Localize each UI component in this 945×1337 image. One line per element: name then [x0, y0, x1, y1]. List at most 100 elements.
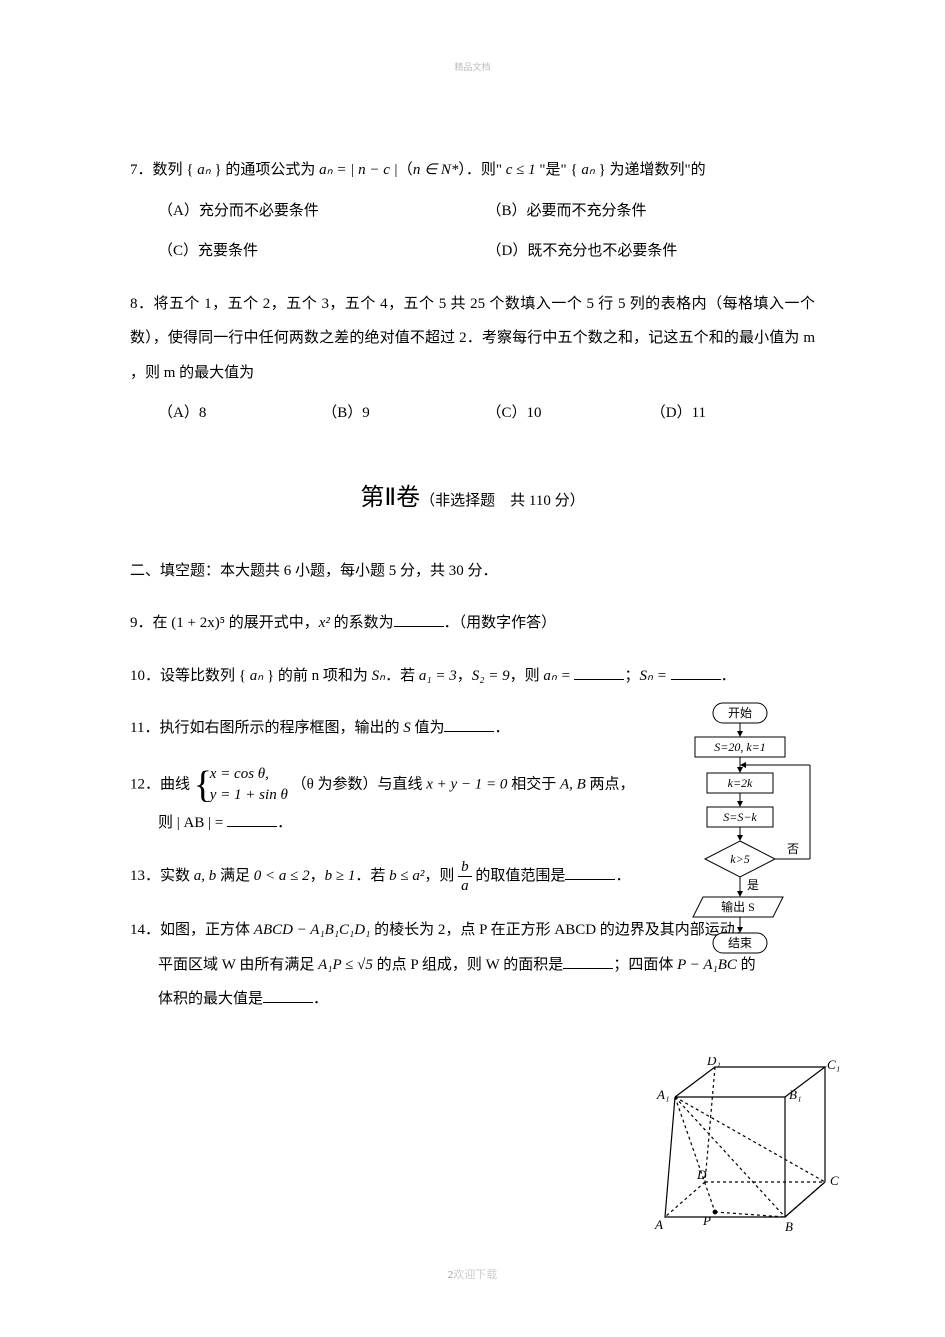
q7-t6: } 为递增数列"的: [595, 162, 706, 178]
q7-opt-b: （B）必要而不充分条件: [487, 194, 816, 229]
q7-opt-c: （C）充要条件: [158, 234, 487, 269]
q7-domain: n ∈ N*: [413, 162, 459, 178]
q8-num: 8．: [130, 296, 153, 312]
section-2-title: 第Ⅱ卷（非选择题 共 110 分）: [130, 471, 815, 526]
q12-num: 12．: [130, 776, 160, 792]
footer-suffix: 欢迎下载: [453, 1269, 497, 1281]
lbl-P: P: [702, 1213, 711, 1228]
q11-t1: 执行如右图所示的程序框图，输出的: [159, 720, 403, 736]
q13-t5: ，则: [424, 868, 458, 884]
cube-diagram: D₁ C₁ A₁ B₁ D C A B P: [645, 1057, 845, 1242]
q12-t4: 两点，: [586, 776, 635, 792]
page-footer: 2欢迎下载: [0, 1266, 945, 1282]
q12-eq2: y = 1 + sin θ: [210, 785, 288, 806]
q13-frac: ba: [458, 858, 472, 895]
q14-blank2: [263, 988, 313, 1003]
q7-num: 7．: [130, 162, 153, 178]
q7-t1: 数列 {: [153, 162, 198, 178]
q13-blank: [565, 865, 615, 880]
lbl-D1: D₁: [706, 1057, 721, 1068]
q11-t3: ．: [494, 720, 509, 736]
fc-start: 开始: [728, 706, 752, 720]
fc-no: 否: [787, 842, 799, 856]
q12-eq1: x = cos θ,: [210, 764, 288, 785]
q12-line: x + y − 1 = 0: [426, 776, 507, 792]
lbl-C1: C₁: [827, 1057, 840, 1072]
q10-s2: S₂ = 9: [472, 668, 510, 684]
q7-opt-a: （A）充分而不必要条件: [158, 194, 487, 229]
q9-t2: 的展开式中，: [225, 615, 319, 631]
q13-end: ．: [615, 868, 630, 884]
lbl-A1: A₁: [656, 1087, 669, 1102]
q13-num-b: b: [458, 858, 472, 877]
q10-num: 10．: [130, 668, 160, 684]
q9-formula: (1 + 2x)⁵: [171, 615, 225, 631]
q14-line2: 体积的最大值是: [158, 991, 263, 1007]
q11-blank: [444, 717, 494, 732]
q13-c3: b ≤ a²: [389, 868, 424, 884]
q9-t4: ．（用数字作答）: [444, 615, 557, 631]
problem-9: 9．在 (1 + 2x)⁵ 的展开式中，x² 的系数为．（用数字作答）: [130, 606, 815, 641]
q14-t4: 的点 P 组成，则 W 的面积是: [373, 957, 563, 973]
q10-aneq: aₙ =: [543, 668, 574, 684]
fc-cond: k>5: [730, 852, 749, 866]
q8-opt-d: （D）11: [651, 396, 815, 431]
q10-t5: ，则: [510, 668, 544, 684]
q10-sn: Sₙ: [372, 668, 385, 684]
q14-t3: 平面区域 W 由所有满足: [158, 957, 318, 973]
lbl-B: B: [785, 1219, 793, 1234]
q7-opt-d: （D）既不充分也不必要条件: [487, 234, 816, 269]
fc-output: 输出 S: [721, 899, 755, 914]
q11-num: 11．: [130, 720, 159, 736]
q14-blank1: [563, 954, 613, 969]
q13-t1: 实数: [160, 868, 194, 884]
q14-end: ．: [313, 991, 328, 1007]
fill-header: 二、填空题：本大题共 6 小题，每小题 5 分，共 30 分．: [130, 554, 815, 589]
q12-blank: [227, 812, 277, 827]
q13-t2: 满足: [216, 868, 254, 884]
lbl-C: C: [830, 1173, 839, 1188]
problem-10: 10．设等比数列 { aₙ } 的前 n 项和为 Sₙ．若 a₁ = 3，S₂ …: [130, 659, 815, 694]
q12-ab: A, B: [560, 776, 586, 792]
lbl-A: A: [654, 1217, 663, 1232]
q9-t3: 的系数为: [330, 615, 394, 631]
q7-t2: } 的通项公式为: [211, 162, 319, 178]
q10-t6: ；: [624, 668, 639, 684]
q10-a1: a₁ = 3: [419, 668, 457, 684]
q10-an: aₙ: [250, 668, 263, 684]
q12-t3: 相交于: [507, 776, 560, 792]
q11-s: S: [403, 720, 411, 736]
q10-t1: 设等比数列 {: [160, 668, 250, 684]
q14-cube: ABCD − A₁B₁C₁D₁: [254, 922, 371, 938]
q8-opt-c: （C）10: [487, 396, 651, 431]
q7-t5: "是" {: [536, 162, 582, 178]
q10-blank1: [574, 665, 624, 680]
q13-t4: ．若: [355, 868, 389, 884]
page-watermark: 精品文档: [0, 0, 945, 73]
flowchart-region: 开始 S=20, k=1 k=2k S=S−k: [130, 711, 815, 895]
q12-system: x = cos θ, y = 1 + sin θ: [194, 764, 288, 806]
q10-sneq: Sₙ =: [640, 668, 671, 684]
q13-c2: b ≥ 1: [325, 868, 356, 884]
q13-c1: 0 < a ≤ 2: [254, 868, 310, 884]
q9-x2: x²: [319, 615, 330, 631]
q10-t4: ，: [457, 668, 472, 684]
q7-cond: c ≤ 1: [506, 162, 536, 178]
q7-an: aₙ: [197, 162, 210, 178]
sec2-sub: （非选择题 共 110 分）: [420, 493, 584, 509]
q14-t1: 如图，正方体: [160, 922, 254, 938]
q7-formula: aₙ = | n − c |: [319, 162, 398, 178]
q8-opt-b: （B）9: [322, 396, 486, 431]
q9-num: 9．: [130, 615, 153, 631]
q12-then: 则 | AB | =: [158, 815, 227, 831]
q10-t7: ．: [721, 668, 736, 684]
page-content: 7．数列 { aₙ } 的通项公式为 aₙ = | n − c |（n ∈ N*…: [0, 73, 945, 1075]
fc-step1: k=2k: [728, 776, 753, 790]
fc-step2: S=S−k: [723, 810, 757, 824]
problem-7: 7．数列 { aₙ } 的通项公式为 aₙ = | n − c |（n ∈ N*…: [130, 153, 815, 269]
problem-8: 8．将五个 1，五个 2，五个 3，五个 4，五个 5 共 25 个数填入一个 …: [130, 287, 815, 431]
sec2-main: 第Ⅱ卷: [360, 485, 420, 511]
lbl-D: D: [696, 1167, 707, 1182]
q7-t4: ）．则": [458, 162, 505, 178]
q10-t2: } 的前 n 项和为: [263, 668, 371, 684]
